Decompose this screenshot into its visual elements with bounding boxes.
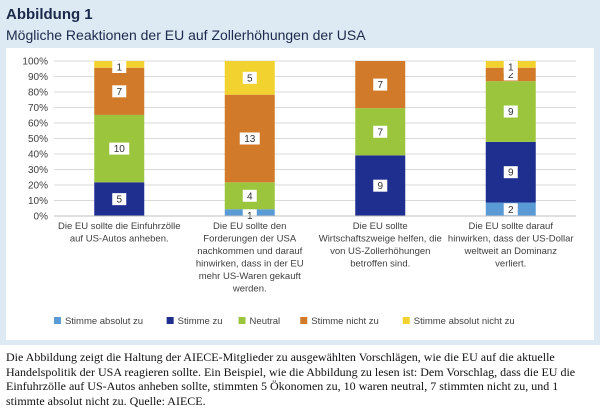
legend-label: Neutral [250,316,281,327]
data-label-box [373,179,388,192]
legend-label: Stimme absolut zu [65,316,143,327]
data-label-box [242,189,257,202]
category-label: nachkommen und darauf [197,246,302,257]
figure-panel: Abbildung 1 Mögliche Reaktionen der EU a… [0,0,600,345]
data-label-box [373,125,388,138]
category-label: weltweit an Dominanz [464,246,558,257]
data-label: 7 [116,87,122,98]
figure-caption: Die Abbildung zeigt die Haltung der AIEC… [6,350,576,408]
y-tick-label: 70% [28,103,48,114]
y-tick-label: 80% [28,88,48,99]
category-label: hinwirken, dass der US-Dollar [448,234,574,245]
legend-label: Stimme zu [178,316,223,327]
data-label: 5 [116,195,122,206]
data-label-box [239,132,260,145]
data-label: 5 [247,73,253,84]
category-label: werden. [232,284,267,295]
chart-area: 0% 10% 20% 30% 40% 50% 60% 70% 80% 90% 100% 5 10 7 1 Di… [6,48,594,340]
y-tick-label: 10% [28,196,48,207]
legend-swatch [402,317,410,324]
data-label-box [503,203,518,216]
data-label: 13 [244,134,256,145]
data-label-box [109,142,130,155]
category-label: mehr US-Waren gekauft [199,271,301,282]
category-label: hinwirken, dass in der EU [196,259,304,270]
figure-label: Abbildung 1 [6,6,93,23]
figure-title: Mögliche Reaktionen der EU auf Zollerhöh… [6,27,366,43]
category-label: Wirtschaftszweige helfen, die [319,234,442,245]
y-tick-label: 0% [34,212,49,223]
y-tick-label: 100% [22,57,48,68]
category-label: Forderungen der USA [203,234,297,245]
y-tick-label: 50% [28,134,48,145]
data-label-box [503,61,518,73]
data-label-box [112,85,127,98]
data-label: 7 [377,127,383,138]
data-label-box [503,166,518,179]
data-label: 2 [508,70,514,81]
data-label: 7 [377,80,383,91]
data-label-box [112,61,127,73]
category-label: betroffen sind. [350,259,410,270]
legend-swatch [300,317,308,324]
legend-label: Stimme absolut nicht zu [414,316,515,327]
stacked-bar-chart: 0% 10% 20% 30% 40% 50% 60% 70% 80% 90% 100% 5 10 7 1 Di… [22,57,576,327]
legend-label: Stimme nicht zu [311,316,379,327]
data-label: 10 [114,144,126,155]
data-label-box [242,209,257,222]
data-label: 4 [247,191,253,202]
data-label-box [112,193,127,206]
legend-swatch [166,317,174,324]
category-label: Die EU sollte darauf [469,221,554,232]
category-label: von US-Zollerhöhungen [330,246,430,257]
data-label: 1 [508,63,514,74]
data-label: 1 [116,63,122,74]
data-label: 9 [508,107,514,118]
y-tick-label: 90% [28,72,48,83]
y-tick-label: 60% [28,119,48,130]
data-label-box [503,105,518,118]
y-tick-label: 30% [28,165,48,176]
data-label: 2 [508,205,514,216]
category-label: Die EU sollte die Einfuhrzölle [58,221,181,232]
y-tick-label: 40% [28,150,48,161]
y-tick-label: 20% [28,181,48,192]
legend-swatch [238,317,246,324]
legend-swatch [53,317,61,324]
category-label: Die EU sollte [353,221,408,232]
category-label: Die EU sollte den [213,221,286,232]
category-label: auf US-Autos anheben. [70,234,169,245]
data-label-box [242,71,257,84]
data-label: 9 [508,168,514,179]
data-label: 9 [377,181,383,192]
data-label-box [373,78,388,91]
category-label: verliert. [495,259,526,270]
